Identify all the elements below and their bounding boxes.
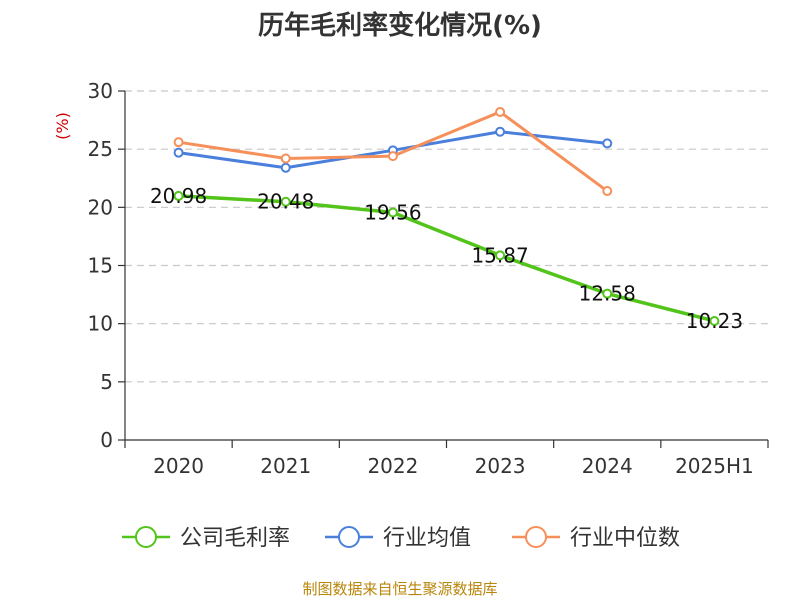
data-point xyxy=(495,250,506,261)
legend-marker xyxy=(525,526,547,548)
y-tick-label: 25 xyxy=(88,137,113,161)
source-note: 制图数据来自恒生聚源数据库 xyxy=(302,580,497,598)
data-point xyxy=(495,126,506,137)
series-lines xyxy=(173,106,720,326)
legend-label: 行业均值 xyxy=(383,526,471,551)
data-point xyxy=(495,106,506,117)
y-tick-labels: 0 5 10 15 20 25 30 xyxy=(88,79,113,452)
axes xyxy=(118,90,769,448)
x-tick-label: 2024 xyxy=(582,454,633,478)
legend-item: 行业均值 xyxy=(325,526,471,551)
data-point xyxy=(280,196,291,207)
legend-label: 行业中位数 xyxy=(570,526,680,551)
data-labels: 20.98 20.48 19.56 15.87 12.58 10.23 xyxy=(150,184,743,333)
legend-label: 公司毛利率 xyxy=(180,526,290,551)
data-point xyxy=(173,190,184,201)
data-point xyxy=(602,138,613,149)
y-tick-label: 10 xyxy=(88,312,113,336)
y-tick-label: 0 xyxy=(100,428,113,452)
y-axis-label: (%) xyxy=(53,112,72,140)
data-label: 19.56 xyxy=(364,200,421,224)
data-point xyxy=(280,153,291,164)
x-tick-label: 2020 xyxy=(153,454,204,478)
data-point xyxy=(709,315,720,326)
x-tick-label: 2021 xyxy=(260,454,311,478)
data-label: 10.23 xyxy=(686,309,743,333)
data-label: 20.98 xyxy=(150,184,207,208)
data-point xyxy=(280,162,291,173)
x-tick-label: 2025H1 xyxy=(675,454,754,478)
x-tick-label: 2023 xyxy=(475,454,526,478)
data-point xyxy=(387,207,398,218)
y-tick-label: 20 xyxy=(88,195,113,219)
legend-item: 行业中位数 xyxy=(512,526,680,551)
legend-item: 公司毛利率 xyxy=(122,526,290,551)
x-tick-label: 2022 xyxy=(367,454,418,478)
y-tick-label: 5 xyxy=(100,370,113,394)
series-line xyxy=(176,194,717,323)
data-label: 15.87 xyxy=(471,243,528,267)
legend-marker xyxy=(135,526,157,548)
data-point xyxy=(173,137,184,148)
y-tick-label: 30 xyxy=(88,79,113,103)
legend-marker xyxy=(338,526,360,548)
x-tick-labels: 2020 2021 2022 2023 2024 2025H1 xyxy=(153,454,754,478)
y-tick-label: 15 xyxy=(88,254,113,278)
chart-title: 历年毛利率变化情况(%) xyxy=(258,10,542,41)
data-point xyxy=(602,288,613,299)
legend: 公司毛利率 行业均值 行业中位数 xyxy=(122,526,680,551)
data-point xyxy=(602,186,613,197)
data-label: 20.48 xyxy=(257,190,314,214)
data-point xyxy=(387,151,398,162)
data-label: 12.58 xyxy=(579,282,636,306)
data-point xyxy=(173,147,184,158)
